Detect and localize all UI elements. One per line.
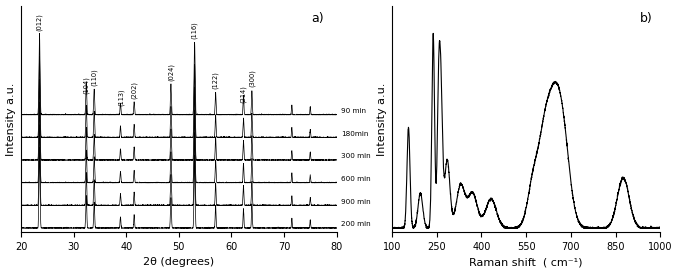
Text: 600 min: 600 min [341,176,370,182]
Text: b): b) [639,12,652,25]
Text: 300 min: 300 min [341,153,370,159]
Text: 180min: 180min [341,131,368,137]
Text: (116): (116) [191,21,198,39]
Y-axis label: Intensity a.u.: Intensity a.u. [5,82,16,156]
Text: (214): (214) [240,85,246,103]
Text: (024): (024) [167,63,174,81]
X-axis label: 2θ (degrees): 2θ (degrees) [143,257,214,268]
Text: (012): (012) [36,13,43,31]
X-axis label: Raman shift  ( cm⁻¹): Raman shift ( cm⁻¹) [469,257,583,268]
Text: 200 min: 200 min [341,221,370,227]
Text: a): a) [311,12,324,25]
Text: (122): (122) [212,71,219,89]
Text: (110): (110) [91,68,98,86]
Text: (104): (104) [83,76,89,94]
Text: 900 min: 900 min [341,199,370,205]
Text: (113): (113) [118,89,124,106]
Text: 90 min: 90 min [341,108,365,114]
Text: (300): (300) [249,69,255,87]
Text: (202): (202) [131,81,138,99]
Y-axis label: Intensity a.u.: Intensity a.u. [376,82,386,156]
